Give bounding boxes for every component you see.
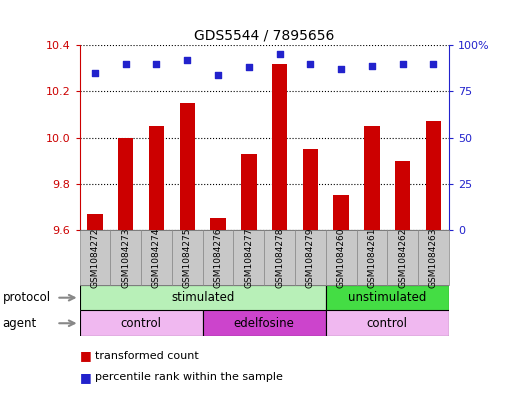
Text: agent: agent xyxy=(3,317,37,330)
Text: GSM1084261: GSM1084261 xyxy=(367,227,377,288)
Bar xyxy=(303,149,318,230)
Text: transformed count: transformed count xyxy=(95,351,199,361)
Bar xyxy=(272,64,287,230)
Bar xyxy=(364,126,380,230)
Title: GDS5544 / 7895656: GDS5544 / 7895656 xyxy=(194,29,334,42)
Text: GSM1084263: GSM1084263 xyxy=(429,227,438,288)
Text: ■: ■ xyxy=(80,349,91,362)
Bar xyxy=(80,310,203,336)
Point xyxy=(91,70,99,76)
Bar xyxy=(210,219,226,230)
Point xyxy=(122,61,130,67)
Text: edelfosine: edelfosine xyxy=(234,317,294,330)
Text: GSM1084279: GSM1084279 xyxy=(306,227,315,288)
Bar xyxy=(80,285,326,310)
Point xyxy=(183,57,191,63)
Point xyxy=(245,64,253,70)
Bar xyxy=(241,154,256,230)
Text: percentile rank within the sample: percentile rank within the sample xyxy=(95,372,283,382)
Point xyxy=(306,61,314,67)
Text: GSM1084274: GSM1084274 xyxy=(152,227,161,288)
Text: GSM1084260: GSM1084260 xyxy=(337,227,346,288)
Text: GSM1084276: GSM1084276 xyxy=(213,227,223,288)
Bar xyxy=(333,195,349,230)
Point xyxy=(429,61,438,67)
Point xyxy=(152,61,161,67)
Text: control: control xyxy=(121,317,162,330)
Text: GSM1084273: GSM1084273 xyxy=(121,227,130,288)
Point xyxy=(399,61,407,67)
Bar xyxy=(149,126,164,230)
Bar xyxy=(203,310,326,336)
Bar xyxy=(326,285,449,310)
Text: stimulated: stimulated xyxy=(171,291,234,304)
Text: protocol: protocol xyxy=(3,291,51,304)
Point xyxy=(275,51,284,57)
Text: unstimulated: unstimulated xyxy=(348,291,426,304)
Bar xyxy=(326,310,449,336)
Text: GSM1084275: GSM1084275 xyxy=(183,227,192,288)
Point xyxy=(214,72,222,78)
Point xyxy=(337,66,345,72)
Text: GSM1084272: GSM1084272 xyxy=(90,227,100,288)
Bar xyxy=(118,138,133,230)
Bar xyxy=(395,161,410,230)
Bar xyxy=(180,103,195,230)
Text: GSM1084278: GSM1084278 xyxy=(275,227,284,288)
Text: GSM1084277: GSM1084277 xyxy=(244,227,253,288)
Text: control: control xyxy=(367,317,408,330)
Text: ■: ■ xyxy=(80,371,91,384)
Point xyxy=(368,62,376,69)
Bar xyxy=(87,214,103,230)
Bar xyxy=(426,121,441,230)
Text: GSM1084262: GSM1084262 xyxy=(398,227,407,288)
